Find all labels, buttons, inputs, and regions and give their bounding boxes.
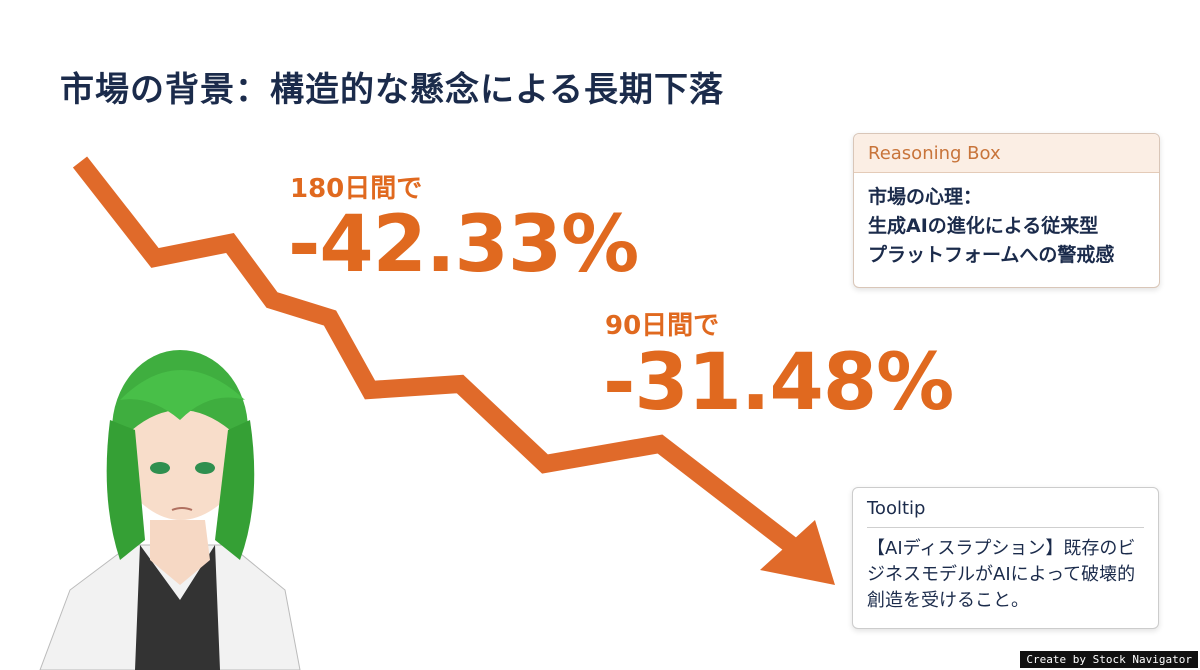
title: 市場の背景：構造的な懸念による長期下落 xyxy=(60,70,724,110)
down-arrow xyxy=(72,156,801,556)
box-title: Reasoning Box xyxy=(854,134,1159,173)
stat-label: 90日間で xyxy=(605,311,720,341)
watermark: Create by Stock Navigator xyxy=(1020,651,1198,668)
reasoning-box: Reasoning Box 市場の心理： 生成AIの進化による従来型 プラットフ… xyxy=(853,133,1160,288)
tooltip: Tooltip 【AIディスラプション】既存のビジネスモデルがAIによって破壊的… xyxy=(852,487,1159,629)
box-line: 市場の心理： xyxy=(868,186,983,208)
character xyxy=(39,350,301,670)
stat-value: -42.33% xyxy=(288,200,639,290)
box-body: 市場の心理： 生成AIの進化による従来型 プラットフォームへの警戒感 xyxy=(854,173,1159,280)
box-line: プラットフォームへの警戒感 xyxy=(868,244,1115,266)
arrow-head xyxy=(760,520,835,585)
stat-label: 180日間で xyxy=(290,174,423,204)
stat-value: -31.48% xyxy=(603,338,954,428)
tooltip-title: Tooltip xyxy=(867,498,1144,528)
tooltip-text: 【AIディスラプション】既存のビジネスモデルがAIによって破壊的創造を受けること… xyxy=(867,538,1136,611)
box-line: 生成AIの進化による従来型 xyxy=(868,215,1099,237)
